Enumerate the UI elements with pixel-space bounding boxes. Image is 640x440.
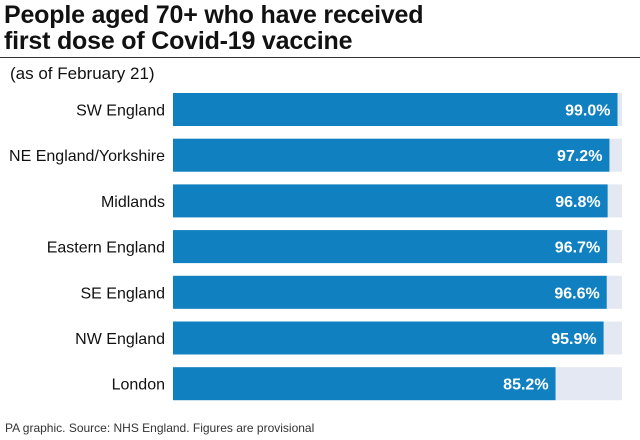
chart-title-line-2: first dose of Covid-19 vaccine: [4, 27, 353, 55]
chart-title-line-1: People aged 70+ who have received: [4, 1, 424, 29]
bar: [173, 275, 607, 309]
bar: [173, 367, 556, 401]
bar: [173, 184, 608, 218]
source-footer: PA graphic. Source: NHS England. Figures…: [5, 421, 315, 435]
category-label: NW England: [75, 331, 165, 348]
bar: [173, 321, 604, 355]
chart-title: People aged 70+ who have received first …: [4, 2, 634, 54]
value-label: 97.2%: [557, 148, 602, 165]
bar: [173, 138, 610, 172]
category-label: Midlands: [101, 194, 165, 211]
value-label: 99.0%: [565, 103, 610, 120]
value-label: 95.9%: [551, 331, 596, 348]
value-label: 96.8%: [555, 194, 600, 211]
category-label: London: [112, 377, 165, 394]
title-divider: [0, 57, 640, 58]
category-label: SE England: [80, 285, 165, 302]
bar: [173, 230, 608, 264]
category-label: NE England/Yorkshire: [9, 148, 165, 165]
value-label: 96.7%: [555, 240, 600, 257]
bar: [173, 93, 618, 126]
value-label: 96.6%: [554, 285, 599, 302]
category-label: Eastern England: [47, 240, 165, 257]
category-label: SW England: [76, 103, 165, 120]
chart-subtitle: (as of February 21): [10, 64, 155, 83]
value-label: 85.2%: [503, 377, 548, 394]
